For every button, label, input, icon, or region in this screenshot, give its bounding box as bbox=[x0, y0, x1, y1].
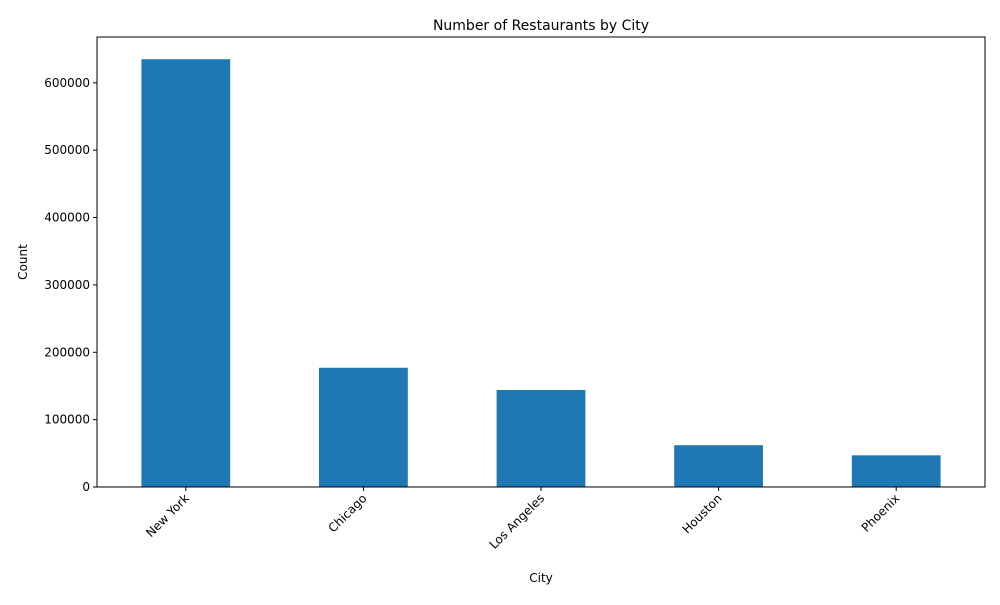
bar-houston bbox=[674, 445, 763, 487]
bars-layer bbox=[141, 59, 941, 488]
bar-los-angeles bbox=[496, 389, 586, 487]
y-tick-label: 200000 bbox=[44, 345, 90, 359]
chart-title: Number of Restaurants by City bbox=[433, 18, 649, 34]
y-tick-label: 0 bbox=[82, 480, 90, 494]
y-axis: 0 100000 200000 300000 400000 500000 600000 bbox=[44, 76, 97, 494]
plot-frame bbox=[96, 36, 986, 488]
x-axis-label: City bbox=[529, 571, 553, 585]
y-tick-label: 300000 bbox=[44, 278, 90, 292]
bar-chicago bbox=[319, 367, 408, 487]
y-tick-label: 100000 bbox=[44, 413, 90, 427]
y-tick-label: 400000 bbox=[44, 211, 90, 225]
bar-new-york bbox=[141, 59, 231, 488]
y-axis-label: Count bbox=[16, 244, 30, 280]
bar-phoenix bbox=[851, 455, 941, 487]
y-tick-label: 600000 bbox=[44, 76, 90, 90]
y-tick-label: 500000 bbox=[44, 143, 90, 157]
